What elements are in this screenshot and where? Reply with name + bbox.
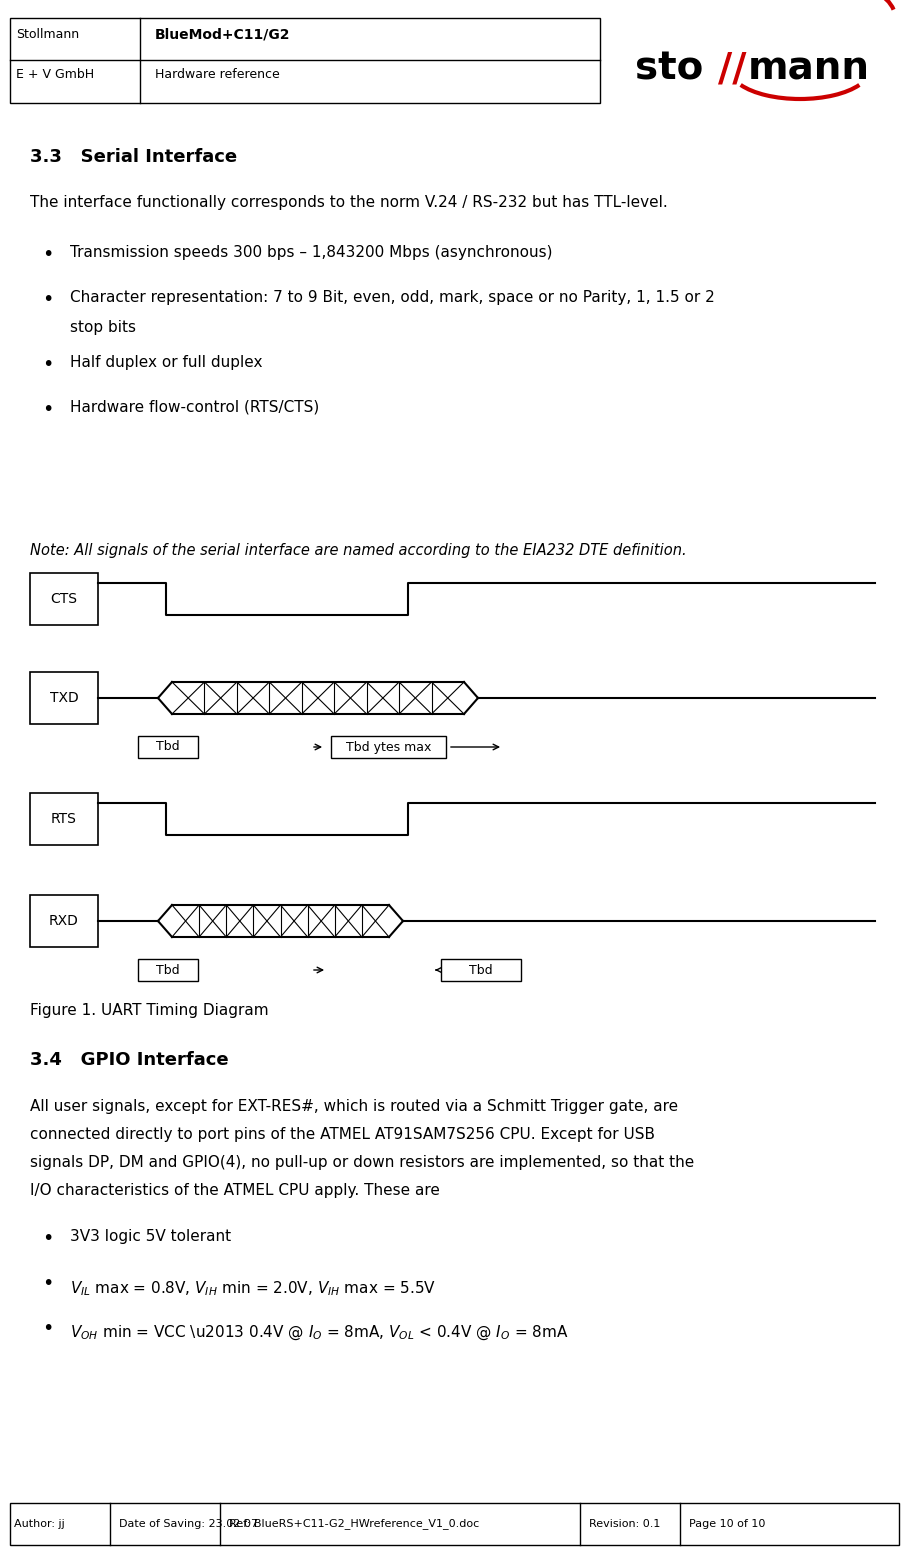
- Text: I/O characteristics of the ATMEL CPU apply. These are: I/O characteristics of the ATMEL CPU app…: [30, 1183, 440, 1198]
- Text: Date of Saving: 23.02.07: Date of Saving: 23.02.07: [119, 1519, 258, 1529]
- Text: sto: sto: [635, 50, 704, 88]
- Text: E + V GmbH: E + V GmbH: [16, 68, 95, 80]
- Text: RXD: RXD: [49, 913, 79, 927]
- Bar: [30, 573, 98, 625]
- Text: 3.3   Serial Interface: 3.3 Serial Interface: [30, 149, 237, 166]
- Bar: [30, 895, 98, 947]
- Text: •: •: [42, 354, 54, 375]
- Text: CTS: CTS: [51, 591, 77, 605]
- Text: connected directly to port pins of the ATMEL AT91SAM7S256 CPU. Except for USB: connected directly to port pins of the A…: [30, 1127, 655, 1142]
- Text: Tbd ytes max: Tbd ytes max: [345, 740, 431, 754]
- Text: Tbd: Tbd: [156, 963, 180, 977]
- Text: •: •: [42, 1229, 54, 1248]
- Text: Author: jj: Author: jj: [14, 1519, 65, 1529]
- Bar: [30, 793, 98, 845]
- Bar: [138, 960, 198, 981]
- Text: •: •: [42, 289, 54, 310]
- Text: BlueMod+C11/G2: BlueMod+C11/G2: [155, 28, 291, 42]
- Text: signals DP, DM and GPIO(4), no pull-up or down resistors are implemented, so tha: signals DP, DM and GPIO(4), no pull-up o…: [30, 1155, 694, 1170]
- Text: Stollmann: Stollmann: [16, 28, 79, 40]
- Text: //: //: [718, 50, 746, 88]
- Bar: [441, 960, 521, 981]
- Text: Tbd: Tbd: [156, 740, 180, 754]
- Text: •: •: [42, 1319, 54, 1337]
- Bar: [30, 672, 98, 724]
- Text: Ref: BlueRS+C11-G2_HWreference_V1_0.doc: Ref: BlueRS+C11-G2_HWreference_V1_0.doc: [229, 1519, 479, 1529]
- Bar: [10, 19, 600, 104]
- Text: Page 10 of 10: Page 10 of 10: [689, 1519, 765, 1529]
- Text: •: •: [42, 399, 54, 420]
- Text: Character representation: 7 to 9 Bit, even, odd, mark, space or no Parity, 1, 1.: Character representation: 7 to 9 Bit, ev…: [70, 289, 714, 305]
- Text: Transmission speeds 300 bps – 1,843200 Mbps (asynchronous): Transmission speeds 300 bps – 1,843200 M…: [70, 245, 553, 260]
- Text: RTS: RTS: [51, 813, 77, 827]
- Text: 3.4   GPIO Interface: 3.4 GPIO Interface: [30, 1051, 229, 1070]
- Text: stop bits: stop bits: [70, 320, 136, 334]
- Text: 3V3 logic 5V tolerant: 3V3 logic 5V tolerant: [70, 1229, 231, 1245]
- Text: Note: All signals of the serial interface are named according to the EIA232 DTE : Note: All signals of the serial interfac…: [30, 543, 686, 557]
- Text: •: •: [42, 1274, 54, 1293]
- Bar: [10, 1503, 899, 1545]
- Text: All user signals, except for EXT-RES#, which is routed via a Schmitt Trigger gat: All user signals, except for EXT-RES#, w…: [30, 1099, 678, 1115]
- Text: Hardware flow-control (RTS/CTS): Hardware flow-control (RTS/CTS): [70, 399, 319, 415]
- Text: $V_{IL}$ max = 0.8V, $V_{IH}$ min = 2.0V, $V_{IH}$ max = 5.5V: $V_{IL}$ max = 0.8V, $V_{IH}$ min = 2.0V…: [70, 1279, 436, 1297]
- Text: Figure 1. UART Timing Diagram: Figure 1. UART Timing Diagram: [30, 1003, 269, 1019]
- Text: •: •: [42, 245, 54, 265]
- Text: mann: mann: [748, 50, 870, 88]
- Text: Half duplex or full duplex: Half duplex or full duplex: [70, 354, 263, 370]
- Bar: [331, 735, 446, 759]
- Text: The interface functionally corresponds to the norm V.24 / RS-232 but has TTL-lev: The interface functionally corresponds t…: [30, 195, 668, 211]
- Text: TXD: TXD: [50, 690, 78, 704]
- Bar: [138, 735, 198, 759]
- Text: $V_{OH}$ min = VCC \u2013 0.4V @ $I_O$ = 8mA, $V_{OL}$ < 0.4V @ $I_O$ = 8mA: $V_{OH}$ min = VCC \u2013 0.4V @ $I_O$ =…: [70, 1324, 569, 1342]
- Text: Tbd: Tbd: [469, 963, 493, 977]
- Text: Hardware reference: Hardware reference: [155, 68, 280, 80]
- Text: Revision: 0.1: Revision: 0.1: [589, 1519, 660, 1529]
